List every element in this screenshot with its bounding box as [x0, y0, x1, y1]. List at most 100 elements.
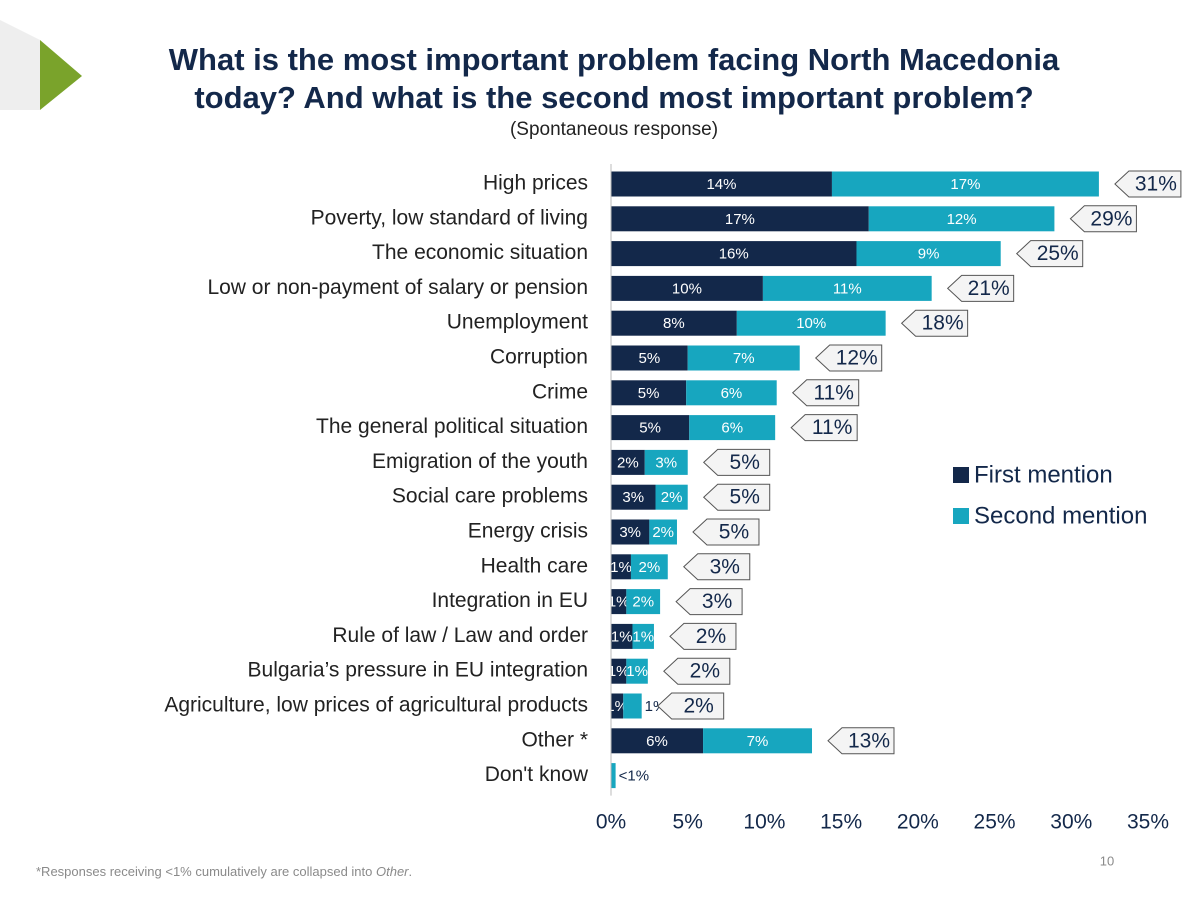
bar-segment — [626, 589, 661, 615]
category-label: Social care problems — [392, 485, 588, 508]
value-label: 1% — [608, 663, 630, 680]
bar-segment — [611, 589, 627, 615]
title-line: What is the most important problem facin… — [169, 42, 1060, 77]
footnote-text: *Responses receiving <1% cumulatively ar… — [36, 864, 376, 879]
bar-segment — [762, 275, 932, 301]
category-label: Poverty, low standard of living — [311, 206, 588, 229]
bar-segment — [611, 310, 737, 336]
bar-segment — [868, 206, 1055, 232]
bar-segment — [630, 554, 668, 580]
total-label: 29% — [1090, 207, 1132, 230]
bar-segment — [644, 449, 688, 475]
bar-segment — [703, 728, 812, 754]
value-label: 16% — [719, 246, 749, 263]
value-label: 17% — [950, 176, 980, 193]
x-tick-label: 30% — [1050, 811, 1092, 834]
bar-segment — [611, 519, 650, 545]
total-label: 2% — [696, 625, 726, 648]
value-label: 3% — [655, 454, 677, 471]
total-label: 18% — [922, 312, 964, 335]
total-callout — [692, 518, 760, 546]
category-label: Low or non-payment of salary or pension — [207, 276, 588, 299]
page-number: 10 — [1100, 853, 1114, 868]
footnote: *Responses receiving <1% cumulatively ar… — [36, 864, 412, 879]
value-label: 6% — [721, 385, 743, 402]
category-label: Unemployment — [447, 311, 588, 334]
bar-segment — [611, 241, 857, 267]
category-label: High prices — [483, 172, 588, 195]
x-tick-label: 10% — [743, 811, 785, 834]
total-label: 11% — [812, 416, 852, 439]
decor-arrow — [40, 40, 82, 110]
bar-segment — [686, 380, 777, 406]
value-label: 9% — [918, 246, 940, 263]
bar-segment — [611, 171, 832, 197]
value-label: 2% — [632, 594, 654, 611]
total-callout — [946, 274, 1015, 302]
bar-segment — [689, 415, 776, 441]
legend-swatch — [953, 508, 969, 524]
category-label: Rule of law / Law and order — [332, 624, 588, 647]
total-callout — [790, 414, 858, 442]
subtitle: (Spontaneous response) — [510, 119, 718, 140]
total-label: 25% — [1037, 242, 1079, 265]
category-label: Emigration of the youth — [372, 450, 588, 473]
bar-segment — [626, 658, 648, 684]
bar-segment — [736, 310, 886, 336]
total-label: 5% — [719, 521, 749, 544]
value-label: 5% — [639, 350, 661, 367]
category-label: Bulgaria’s pressure in EU integration — [248, 659, 588, 682]
category-label: Agriculture, low prices of agricultural … — [164, 694, 588, 717]
total-label: 2% — [684, 695, 714, 718]
bar-segment — [611, 415, 690, 441]
category-label: Other * — [521, 728, 588, 751]
bar-segment — [632, 623, 654, 649]
value-label: 1% — [626, 663, 648, 680]
total-label: 5% — [730, 451, 760, 474]
category-label: Crime — [532, 380, 588, 403]
bar-segment — [623, 693, 642, 719]
bar-segment — [649, 519, 677, 545]
value-label: 1% — [632, 628, 654, 645]
legend-label: Second mention — [974, 502, 1147, 529]
value-label: 12% — [947, 211, 977, 228]
x-tick-label: 5% — [673, 811, 703, 834]
total-callout — [827, 727, 895, 755]
total-label: 11% — [813, 381, 853, 404]
category-label: Corruption — [490, 346, 588, 369]
x-tick-label: 0% — [596, 811, 626, 834]
value-label: 2% — [661, 489, 683, 506]
total-label: 31% — [1135, 173, 1177, 196]
total-label: 13% — [848, 729, 890, 752]
value-label: 14% — [706, 176, 736, 193]
value-label: 1% — [645, 698, 667, 715]
value-label: 2% — [617, 454, 639, 471]
footnote-text: Other — [376, 864, 409, 879]
total-label: 3% — [710, 555, 740, 578]
total-callout — [656, 692, 725, 720]
value-label: 1% — [611, 628, 633, 645]
total-callout — [814, 344, 883, 372]
total-callout — [791, 379, 860, 407]
value-label: 6% — [646, 733, 668, 750]
category-label: Integration in EU — [432, 589, 588, 612]
total-label: 21% — [968, 277, 1010, 300]
total-callout — [683, 553, 751, 581]
category-label: Don't know — [485, 763, 589, 786]
value-label: 7% — [733, 350, 755, 367]
total-label: 5% — [730, 486, 760, 509]
value-label: 5% — [639, 420, 661, 437]
bar-segment — [655, 484, 688, 510]
bar-segment — [611, 206, 869, 232]
total-label: 2% — [690, 660, 720, 683]
category-label: The economic situation — [372, 241, 588, 264]
total-callout — [1114, 170, 1182, 198]
legend-swatch — [953, 467, 969, 483]
bar-segment — [831, 171, 1099, 197]
total-callout — [702, 448, 771, 476]
value-label: <1% — [619, 768, 649, 785]
total-callout — [669, 622, 737, 650]
bar-segment — [611, 380, 687, 406]
title-line: today? And what is the second most impor… — [194, 80, 1033, 115]
value-label: 2% — [652, 524, 674, 541]
